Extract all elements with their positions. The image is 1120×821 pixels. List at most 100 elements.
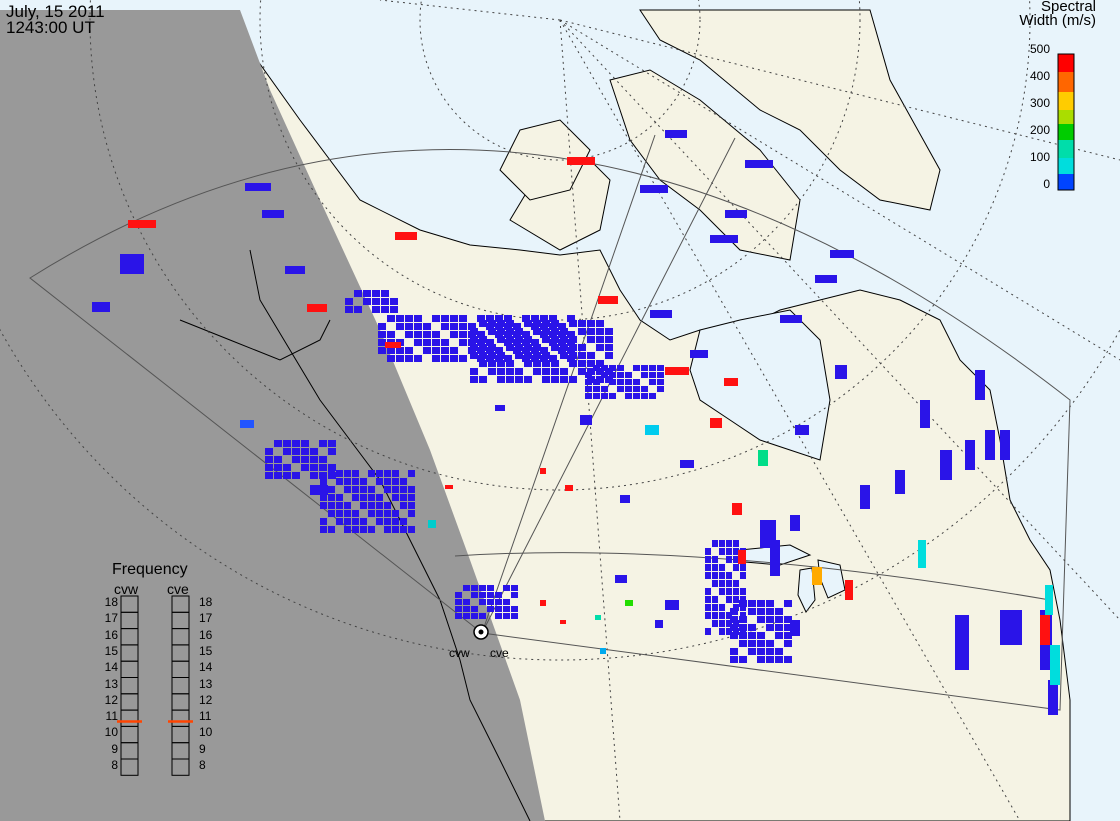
scatter-cell [739,624,747,631]
scatter-cell [497,376,505,383]
scatter-cell [551,360,559,367]
scatter-cell [609,379,616,385]
scatter-cell [549,315,557,322]
scatter-cell [726,612,732,619]
scatter-cell [376,470,383,477]
scatter-cell [344,478,351,485]
scatter-cell [739,640,747,647]
colorbar-tick-400: 400 [1029,69,1050,83]
scatter-cell [396,355,404,362]
scatter-cell [497,368,505,375]
header-timestamp: July, 15 2011 1243:00 UT [6,3,105,36]
scatter-cell [511,606,518,612]
scatter-cell [423,323,431,330]
scatter-cell [381,290,389,297]
frequency-box-cvw [120,758,139,776]
scatter-cell [265,472,273,479]
scatter-cell [320,526,327,533]
scatter-cell [569,320,577,327]
scatter-cell [495,613,502,619]
scatter-cell [384,510,391,517]
scatter-cell [497,360,505,367]
scatter-cell [757,608,765,615]
scatter-cell [587,360,595,367]
scatter-cell [601,386,608,392]
scatter-cell [542,368,550,375]
scatter-cell [657,372,664,378]
scatter-cell [320,478,327,485]
scatter-cell [471,606,478,612]
scatter-cell-yellow [812,567,822,585]
scatter-cell [617,386,624,392]
scatter-cell [384,478,391,485]
scatter-cell [506,320,514,327]
scatter-cell [479,599,486,605]
scatter-cell [719,564,725,571]
frequency-level-label-cvw: 13 [104,676,118,691]
scatter-cell [360,478,367,485]
scatter-cell [558,323,566,330]
scatter-cell [533,320,541,327]
scatter-cell-red [385,342,401,348]
scatter-cell [860,485,870,509]
scatter-cell [596,344,604,351]
scatter-cell [655,620,663,628]
scatter-cell [486,339,494,346]
scatter-cell [719,620,725,627]
scatter-cell [328,494,335,501]
scatter-cell [605,336,613,343]
scatter-cell [784,600,792,607]
scatter-cell-red [845,580,853,600]
scatter-cell [320,494,327,501]
scatter-cell [719,572,725,579]
scatter-cell [479,344,487,351]
scatter-cell [414,331,422,338]
scatter-cell [578,320,586,327]
baffin-island [609,69,801,261]
scatter-cell [503,613,510,619]
scatter-cell [533,360,541,367]
scatter-cell [657,365,664,371]
scatter-cell [551,320,559,327]
scatter-cell [895,470,905,494]
scatter-cell [790,515,800,531]
scatter-cell [320,518,327,525]
scatter-cell [292,448,300,455]
scatter-cell [580,415,592,425]
scatter-cell-red [1040,615,1050,645]
scatter-cell [396,315,404,322]
scatter-cell [593,365,600,371]
scatter-cell [471,592,478,598]
scatter-cell [830,250,854,258]
scatter-cell [352,470,359,477]
scatter-cell [609,372,616,378]
scatter-cell [766,640,774,647]
scatter-cell [705,604,711,611]
scatter-cell [368,486,375,493]
scatter-cell [605,352,613,359]
scatter-cell [470,344,478,351]
scatter-cell [455,599,462,605]
scatter-cell [748,632,756,639]
scatter-cell [408,486,415,493]
scatter-cell [617,379,624,385]
scatter-cell [392,470,399,477]
scatter-cell [488,368,496,375]
scatter-cell [479,320,487,327]
scatter-cell [531,339,539,346]
scatter-cell [567,331,575,338]
colorbar-teal [1058,140,1074,158]
scatter-cell [345,298,353,305]
victoria-island [499,119,591,201]
scatter-cell-red [724,378,738,386]
scatter-cell [569,344,577,351]
scatter-cell [740,588,746,595]
scatter-cell [368,494,375,501]
scatter-cell-cyan [918,540,926,568]
scatter-cell [569,376,577,383]
scatter-cell [328,470,335,477]
scatter-cell-cyan [1045,585,1053,615]
scatter-cell [770,540,780,576]
scatter-cell [726,588,732,595]
